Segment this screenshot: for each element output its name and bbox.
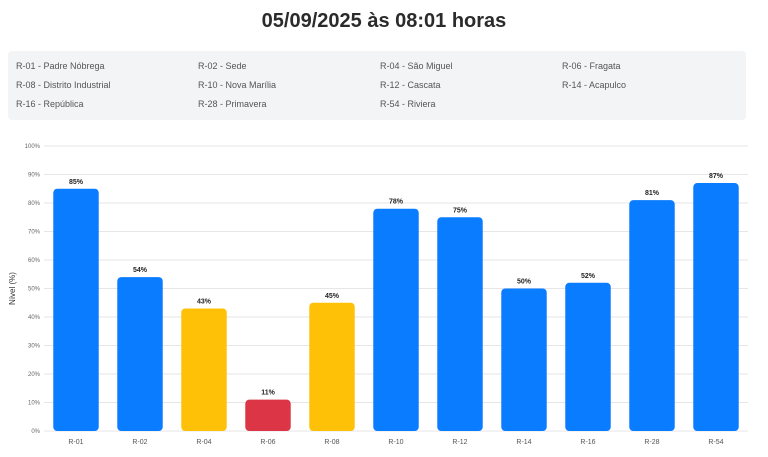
bar [245, 399, 291, 431]
y-tick-label: 0% [31, 429, 40, 435]
data-label: 78% [389, 199, 404, 206]
x-tick-label: R-02 [132, 439, 147, 446]
legend-item: R-01 - Padre Nóbrega [16, 61, 105, 71]
data-label: 50% [517, 279, 532, 286]
x-tick-label: R-54 [708, 439, 723, 446]
x-tick-label: R-01 [68, 439, 83, 446]
y-tick-label: 50% [28, 287, 41, 293]
legend-item: R-54 - Riviera [380, 99, 436, 109]
y-tick-label: 80% [28, 201, 41, 207]
bar [437, 217, 483, 431]
data-label: 11% [261, 390, 275, 397]
data-label: 87% [709, 173, 724, 180]
data-label: 81% [645, 190, 660, 197]
x-tick-label: R-16 [580, 439, 595, 446]
bar [693, 183, 739, 431]
bar [501, 288, 547, 431]
y-tick-label: 30% [28, 344, 41, 350]
legend-item: R-16 - República [16, 99, 84, 109]
legend-item: R-10 - Nova Marília [198, 80, 277, 90]
x-tick-label: R-14 [516, 439, 531, 446]
bar [309, 302, 355, 431]
bar [117, 277, 163, 431]
x-tick-label: R-28 [644, 439, 659, 446]
x-tick-label: R-12 [452, 439, 467, 446]
bar [53, 188, 99, 431]
legend-grid: R-01 - Padre Nóbrega R-02 - Sede R-04 - Sã… [16, 59, 744, 111]
y-tick-label: 90% [28, 173, 41, 179]
y-tick-label: 10% [28, 401, 41, 407]
legend-item: R-14 - Acapulco [562, 80, 627, 90]
legend-item: R-12 - Cascata [380, 80, 441, 90]
data-label: 52% [581, 273, 596, 280]
bar [565, 282, 611, 431]
bar [181, 308, 227, 431]
data-label: 75% [453, 207, 468, 214]
legend-item: R-06 - Fragata [562, 61, 621, 71]
data-label: 54% [133, 267, 148, 274]
x-tick-label: R-04 [196, 439, 211, 446]
legend-item: R-28 - Primavera [198, 99, 267, 109]
y-tick-label: 20% [28, 372, 41, 378]
legend-item: R-04 - São Miguel [380, 61, 453, 71]
legend-item: R-02 - Sede [198, 61, 247, 71]
chart-title: 05/09/2025 às 08:01 horas [261, 10, 507, 32]
y-tick-label: 40% [28, 315, 41, 321]
reservoir-legend: R-01 - Padre Nóbrega R-02 - Sede R-04 - Sã… [8, 51, 746, 120]
y-tick-label: 60% [28, 258, 41, 264]
bar [373, 208, 419, 431]
x-tick-label: R-08 [324, 439, 339, 446]
data-label: 85% [69, 179, 84, 186]
data-label: 43% [197, 298, 212, 305]
legend-item: R-08 - Distrito Industrial [16, 80, 111, 90]
y-tick-label: 100% [25, 144, 41, 150]
y-axis-label: Nível (%) [8, 272, 17, 305]
data-label: 45% [325, 293, 340, 300]
bar-chart: 0% 10% 20% 30% 40% 50% 60% 70% 80% 90% 100% Nível (… [8, 144, 748, 446]
x-tick-label: R-06 [260, 439, 275, 446]
x-tick-label: R-10 [388, 439, 403, 446]
bar [629, 200, 675, 431]
y-tick-label: 70% [28, 230, 41, 236]
